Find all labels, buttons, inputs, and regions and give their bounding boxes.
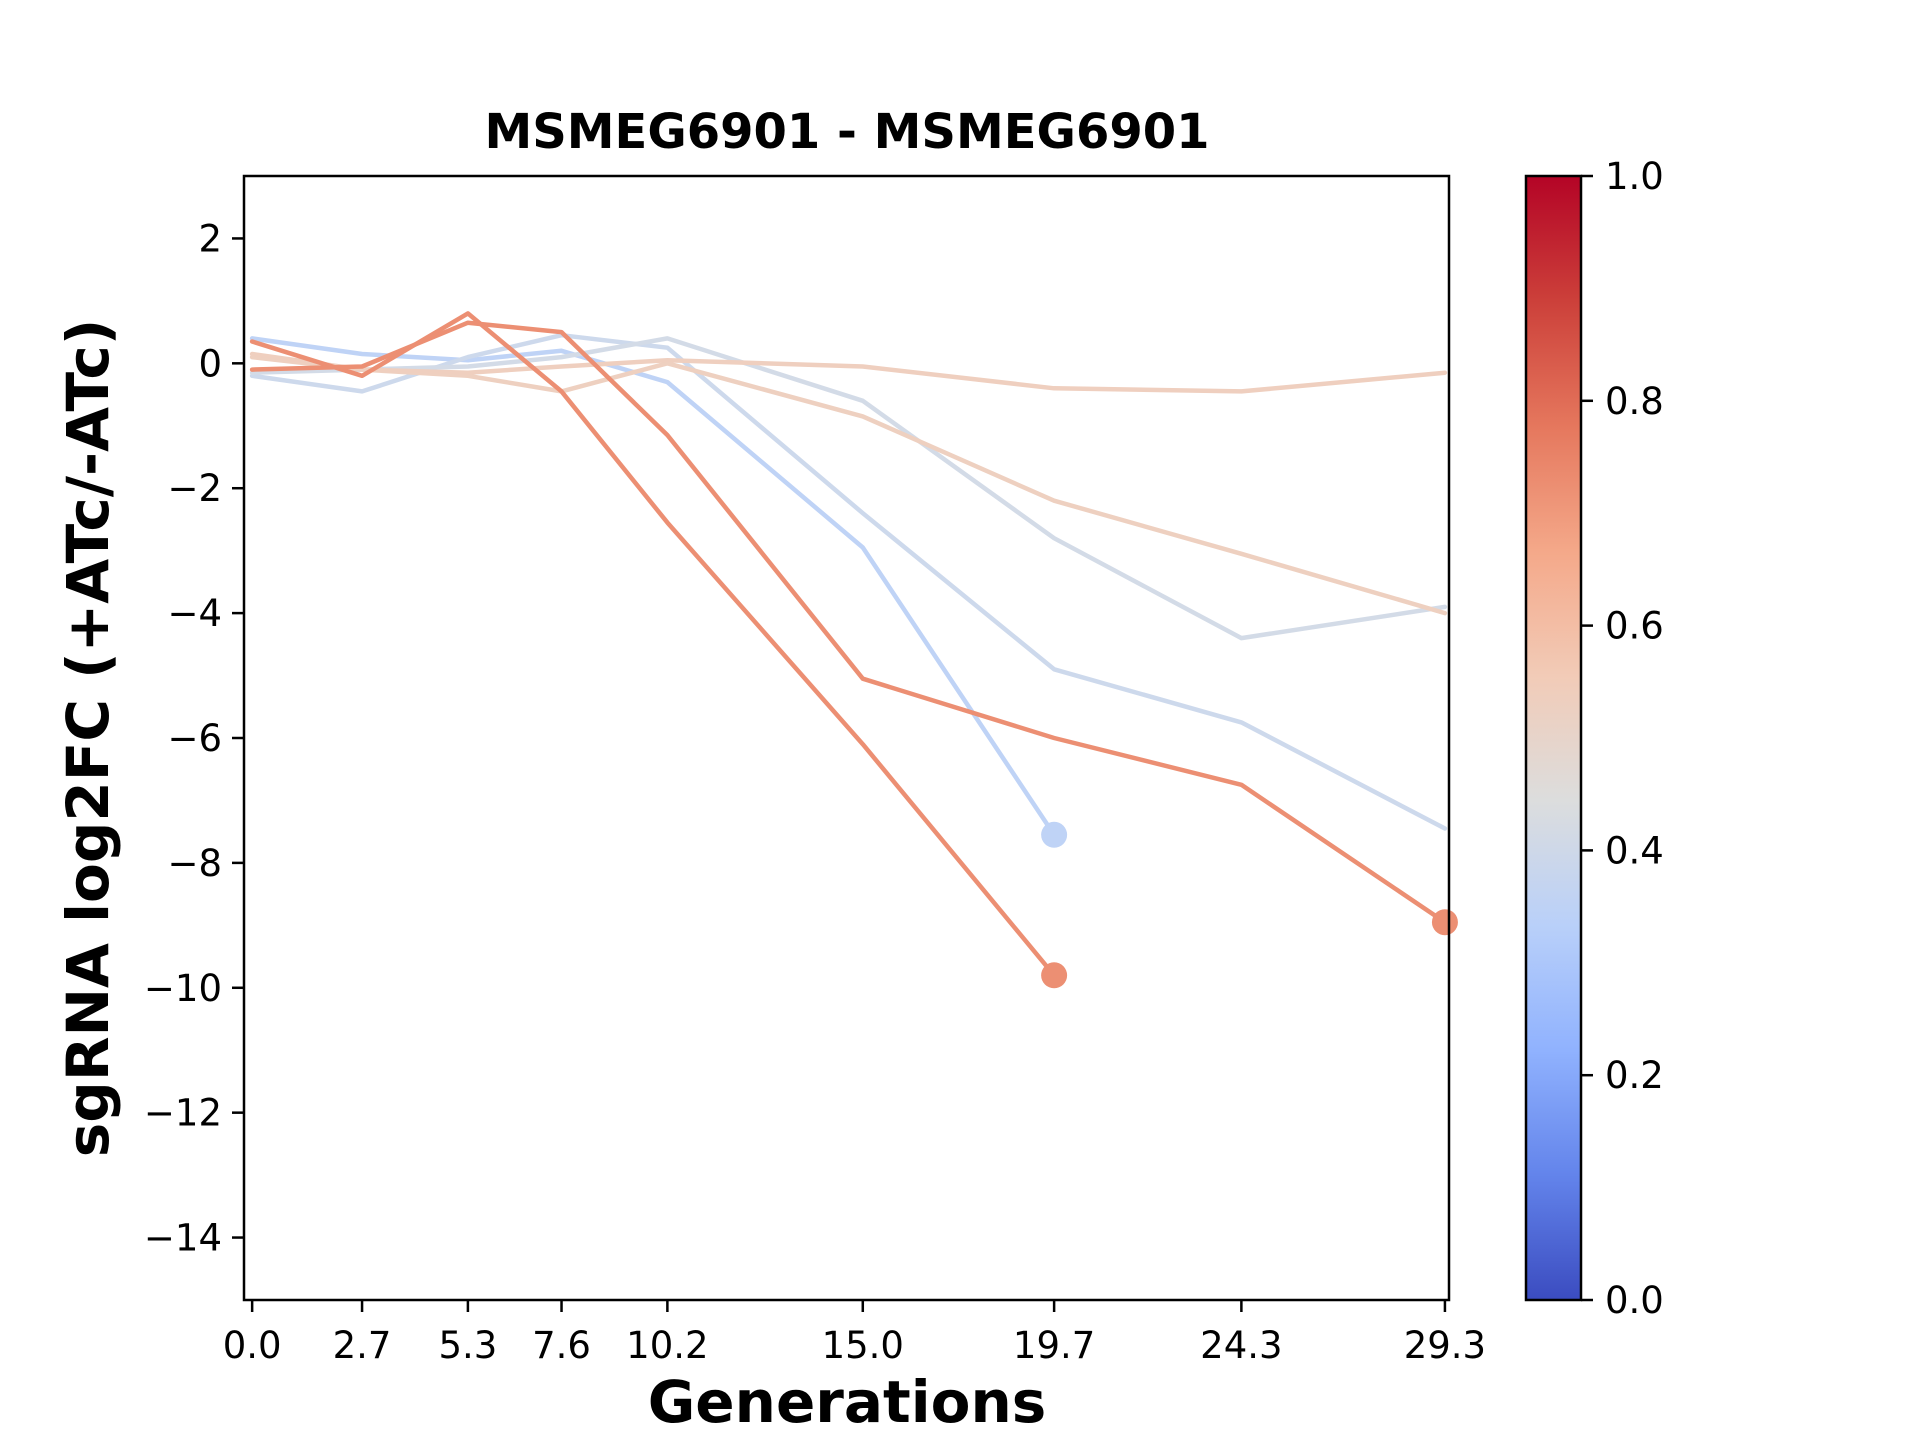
x-tick-label: 15.0 [822,1324,904,1367]
plot-frame [242,174,1451,1302]
series-line-6 [249,311,1057,978]
colorbar-tick-label: 0.8 [1605,380,1664,423]
chart-title: MSMEG6901 - MSMEG6901 [484,104,1209,160]
y-tick-label: −2 [167,467,222,510]
y-tick-label: −14 [144,1217,222,1260]
series-line-1 [249,336,1057,838]
colorbar-tick-label: 0.4 [1605,829,1664,872]
series-line-5 [249,351,1448,394]
y-tick-label: −8 [167,842,222,885]
x-tick-label: 5.3 [438,1324,497,1367]
series-line-2 [249,332,1448,831]
plot-area [249,311,1458,989]
y-tick-label: −10 [144,967,222,1010]
y-tick-label: 2 [198,217,222,260]
x-tick-label: 29.3 [1404,1324,1486,1367]
x-tick-label: 2.7 [333,1324,392,1367]
x-tick-label: 0.0 [223,1324,282,1367]
y-axis-label: sgRNA log2FC (+ATc/-ATc) [54,319,122,1157]
series-end-marker-1 [1041,821,1068,848]
series-end-marker-6 [1041,962,1068,989]
colorbar-tick-label: 0.0 [1605,1279,1664,1322]
x-tick-label: 7.6 [532,1324,591,1367]
y-tick-label: −6 [167,717,222,760]
x-tick-label: 10.2 [626,1324,708,1367]
colorbar-gradient [1524,174,1583,1302]
x-axis: 0.0 2.7 5.3 7.6 10.2 15.0 19.7 24.3 29.3 [223,1300,1486,1367]
colorbar-tick-label: 1.0 [1605,155,1664,198]
series-line-3 [249,336,1448,641]
colorbar-tick-label: 0.2 [1605,1054,1664,1097]
colorbar-tick-label: 0.6 [1605,605,1664,648]
x-tick-label: 19.7 [1013,1324,1095,1367]
x-axis-label: Generations [648,1368,1047,1436]
series-line-7 [249,320,1448,925]
y-axis: 2 0 −2 −4 −6 −8 −10 −12 −14 [144,217,244,1260]
y-tick-label: −12 [144,1092,222,1135]
y-tick-label: 0 [198,342,222,385]
x-tick-label: 24.3 [1200,1324,1282,1367]
colorbar: 0.0 0.2 0.4 0.6 0.8 1.0 [1524,155,1664,1322]
series-end-marker-7 [1431,909,1458,936]
y-tick-label: −4 [167,592,222,635]
